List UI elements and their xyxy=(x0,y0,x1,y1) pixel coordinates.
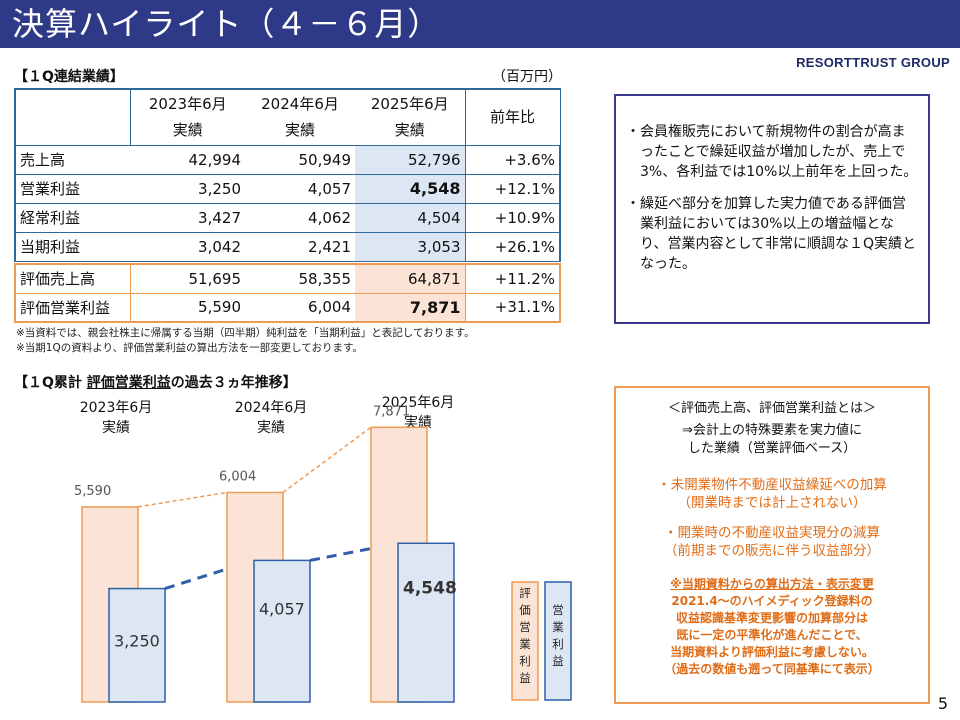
op-bar xyxy=(108,587,166,703)
op-bar xyxy=(253,559,311,703)
svg-text:価: 価 xyxy=(519,603,531,617)
results-table: 2023年6月 実績 2024年6月 実績 2025年6月 実績 前年比 売上高 42… xyxy=(14,88,561,262)
eval-value-label: 7,871 xyxy=(373,404,410,419)
table-cell: 64,871 xyxy=(355,264,466,294)
trend-section-title: 【１Q累計 評価営業利益の過去３ヵ年推移】 xyxy=(14,375,297,391)
legend-eval-swatch xyxy=(511,581,539,701)
column-header: 2025年6月 実績 xyxy=(355,88,466,146)
svg-text:業: 業 xyxy=(552,620,564,634)
column-header: 2024年6月 実績 xyxy=(245,88,355,146)
table-row: 当期利益 3,042 2,421 3,053 +26.1% xyxy=(14,232,561,262)
row-label: 売上高 xyxy=(14,145,130,175)
year-label: 2024年6月 実績 xyxy=(234,400,308,436)
svg-text:評: 評 xyxy=(519,586,531,600)
footnote: ※当期1Qの資料より、評価営業利益の算出方法を一部変更しております。 xyxy=(16,342,363,354)
unit-label: （百万円） xyxy=(492,69,562,85)
table-cell: +3.6% xyxy=(465,145,561,175)
table-cell: +26.1% xyxy=(465,232,561,262)
row-label: 評価売上高 xyxy=(15,264,131,294)
column-header: 2023年6月 実績 xyxy=(130,88,245,146)
row-label: 評価営業利益 xyxy=(15,293,131,323)
table-cell: 5,590 xyxy=(130,293,245,323)
method-change-note: ※当期資料からの算出方法・表示変更 2021.4～のハイメディック登録料の 収益… xyxy=(664,577,880,676)
table-cell: 4,504 xyxy=(355,203,466,233)
definition-desc: ⇒会計上の特殊要素を実力値に した業績（営業評価ベース） xyxy=(682,423,862,456)
row-label: 営業利益 xyxy=(14,174,130,204)
table-cell: 52,796 xyxy=(355,145,466,175)
table-cell: 4,548 xyxy=(355,174,466,204)
svg-text:益: 益 xyxy=(552,654,564,668)
table-row: 経常利益 3,427 4,062 4,504 +10.9% xyxy=(14,203,561,233)
row-label: 経常利益 xyxy=(14,203,130,233)
eval-value-label: 5,590 xyxy=(74,484,111,499)
table-cell: 3,042 xyxy=(130,232,245,262)
footnote: ※当資料では、親会社株主に帰属する当期（四半期）純利益を「当期利益」と表記してお… xyxy=(16,327,475,339)
summary-box: ・会員権販売において新規物件の割合が高まったことで繰延収益が増加したが、売上で3… xyxy=(614,94,930,324)
year-label: 2023年6月 実績 xyxy=(79,400,153,436)
brand-name: RESORTTRUST GROUP xyxy=(796,55,950,70)
row-label: 当期利益 xyxy=(14,232,130,262)
legend-op-label: 営業利益 xyxy=(552,603,564,668)
table-header-row: 2023年6月 実績 2024年6月 実績 2025年6月 実績 前年比 xyxy=(14,88,561,146)
table-cell: +12.1% xyxy=(465,174,561,204)
table-cell: +11.2% xyxy=(465,264,560,294)
legend-op-swatch xyxy=(544,581,572,701)
summary-item: ・繰延べ部分を加算した実力値である評価営業利益においては30%以上の増益幅となり… xyxy=(626,196,917,272)
eval-trend-line xyxy=(137,491,228,508)
results-section-title: 【１Q連結業績】 xyxy=(14,69,124,85)
page-title: 決算ハイライト（４－６月） xyxy=(12,5,441,43)
table-cell: 3,427 xyxy=(130,203,245,233)
svg-text:利: 利 xyxy=(519,654,531,668)
svg-text:益: 益 xyxy=(519,671,531,685)
evaluation-table: 評価売上高 51,695 58,355 64,871 +11.2% 評価営業利益… xyxy=(14,263,561,323)
table-cell: 3,250 xyxy=(130,174,245,204)
svg-text:利: 利 xyxy=(552,637,564,651)
summary-item: ・会員権販売において新規物件の割合が高まったことで繰延収益が増加したが、売上で3… xyxy=(626,124,918,180)
table-cell: +10.9% xyxy=(465,203,561,233)
definition-title: ＜評価売上高、評価営業利益とは＞ xyxy=(667,401,876,416)
op-value-label: 3,250 xyxy=(114,632,160,651)
table-cell: +31.1% xyxy=(465,293,560,323)
definition-subtraction: ・開業時の不動産収益実現分の減算 （前期までの販売に伴う収益部分） xyxy=(664,525,880,559)
title-bar: 決算ハイライト（４－６月） xyxy=(0,0,960,48)
legend-eval-label: 評価営業利益 xyxy=(519,586,531,685)
table-cell: 58,355 xyxy=(245,264,355,294)
table-row: 売上高 42,994 50,949 52,796 +3.6% xyxy=(14,145,561,175)
table-cell: 4,057 xyxy=(245,174,355,204)
svg-text:営: 営 xyxy=(552,603,564,617)
svg-text:業: 業 xyxy=(519,637,531,651)
table-cell: 51,695 xyxy=(130,264,245,294)
op-bar xyxy=(397,542,455,703)
column-header: 前年比 xyxy=(465,88,561,146)
table-cell: 2,421 xyxy=(245,232,355,262)
table-cell: 50,949 xyxy=(245,145,355,175)
table-cell: 42,994 xyxy=(130,145,245,175)
table-row: 評価営業利益 5,590 6,004 7,871 +31.1% xyxy=(15,293,560,323)
table-row: 営業利益 3,250 4,057 4,548 +12.1% xyxy=(14,174,561,204)
eval-value-label: 6,004 xyxy=(219,469,256,484)
table-cell: 7,871 xyxy=(355,293,466,323)
page-number: 5 xyxy=(937,694,948,713)
definition-addition: ・未開業物件不動産収益繰延べの加算 （開業時までは計上されない） xyxy=(657,477,887,511)
table-row: 評価売上高 51,695 58,355 64,871 +11.2% xyxy=(15,264,560,294)
definition-box: ＜評価売上高、評価営業利益とは＞ ⇒会計上の特殊要素を実力値に した業績（営業評価… xyxy=(614,386,930,704)
eval-trend-line xyxy=(282,426,372,494)
op-value-label: 4,548 xyxy=(403,578,457,598)
table-cell: 3,053 xyxy=(355,232,466,262)
op-value-label: 4,057 xyxy=(259,599,305,618)
svg-text:営: 営 xyxy=(519,620,531,634)
table-cell: 6,004 xyxy=(245,293,355,323)
table-cell: 4,062 xyxy=(245,203,355,233)
